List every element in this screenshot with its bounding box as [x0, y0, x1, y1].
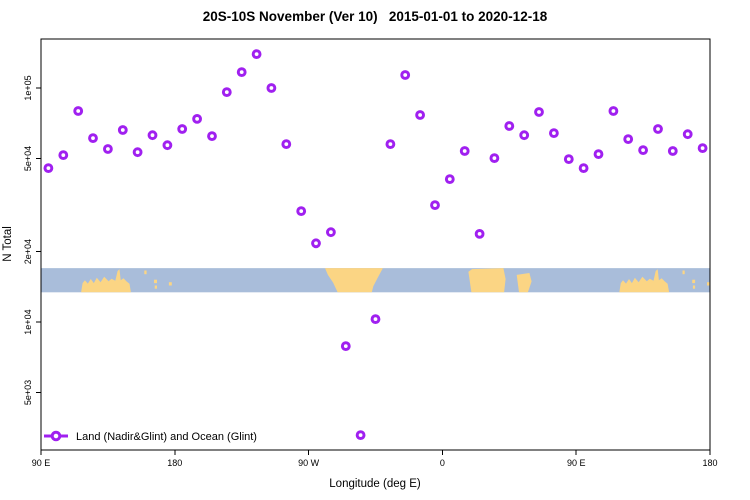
data-point — [43, 163, 54, 174]
data-point — [251, 49, 262, 59]
data-point — [162, 140, 173, 151]
data-point — [311, 238, 321, 249]
data-point — [667, 146, 678, 156]
data-point — [103, 144, 113, 154]
map-band-land-australia-wrap — [619, 269, 670, 293]
data-point — [489, 153, 500, 164]
data-point — [266, 83, 277, 93]
data-point — [534, 107, 544, 117]
data-point — [608, 106, 619, 116]
x-tick-label: 90 E — [32, 458, 51, 468]
data-point — [519, 130, 530, 141]
map-band-land-island-b-wrap — [692, 279, 696, 284]
data-point — [370, 314, 381, 325]
data-point — [682, 129, 693, 140]
data-point — [474, 229, 485, 239]
data-point — [430, 200, 440, 211]
data-point — [147, 130, 158, 141]
map-band-land-island-c-wrap — [692, 285, 696, 289]
data-point — [400, 70, 411, 80]
legend-marker-point — [50, 430, 62, 442]
data-point — [593, 149, 604, 160]
map-band-land-island-c — [154, 285, 157, 289]
map-band-land-island-b — [154, 279, 157, 284]
data-point — [697, 143, 708, 154]
data-point — [638, 145, 648, 156]
x-axis-title: Longitude (deg E) — [329, 478, 421, 490]
data-point — [549, 128, 559, 139]
map-band-land-australia — [81, 269, 131, 293]
x-tick-label: 0 — [440, 458, 445, 468]
y-tick-label: 1e+05 — [23, 75, 33, 100]
data-point — [578, 163, 589, 174]
data-point — [415, 110, 426, 120]
data-point — [132, 147, 143, 158]
x-tick-label: 90 W — [298, 458, 320, 468]
data-point — [221, 87, 232, 97]
data-point — [504, 121, 515, 131]
map-band-land-south-america — [325, 268, 383, 293]
map-band-land-island-d — [168, 282, 172, 286]
data-point — [623, 134, 634, 145]
map-band-land-madagascar — [516, 273, 532, 293]
data-point — [236, 67, 247, 77]
y-tick-label: 5e+04 — [23, 146, 33, 171]
map-band-land-island-a — [144, 270, 147, 275]
data-point — [117, 125, 128, 135]
data-point — [88, 133, 98, 144]
x-tick-label: 180 — [702, 458, 717, 468]
data-point — [207, 131, 217, 142]
plot-border — [40, 38, 711, 451]
y-tick-label: 1e+04 — [23, 309, 33, 334]
data-point — [326, 227, 336, 238]
data-point — [296, 206, 307, 217]
chart-title: 20S-10S November (Ver 10) 2015-01-01 to … — [202, 9, 548, 24]
data-point — [192, 114, 203, 124]
data-point — [653, 124, 663, 134]
data-point — [385, 139, 396, 150]
data-point — [340, 341, 351, 352]
data-point — [73, 106, 84, 116]
data-point — [58, 150, 69, 161]
map-band-land-island-d-wrap — [707, 282, 710, 286]
data-point — [177, 124, 188, 134]
data-point — [281, 139, 292, 150]
data-point — [459, 146, 470, 156]
y-tick-label: 5e+03 — [23, 380, 33, 405]
map-band-land-africa — [468, 268, 506, 293]
data-point — [444, 174, 455, 185]
data-point — [563, 154, 574, 165]
x-tick-label: 180 — [167, 458, 182, 468]
legend-label: Land (Nadir&Glint) and Ocean (Glint) — [76, 431, 257, 443]
y-tick-label: 2e+04 — [23, 239, 33, 264]
map-band-land-island-a-wrap — [682, 270, 685, 275]
x-tick-label: 90 E — [567, 458, 586, 468]
data-point — [355, 430, 366, 441]
